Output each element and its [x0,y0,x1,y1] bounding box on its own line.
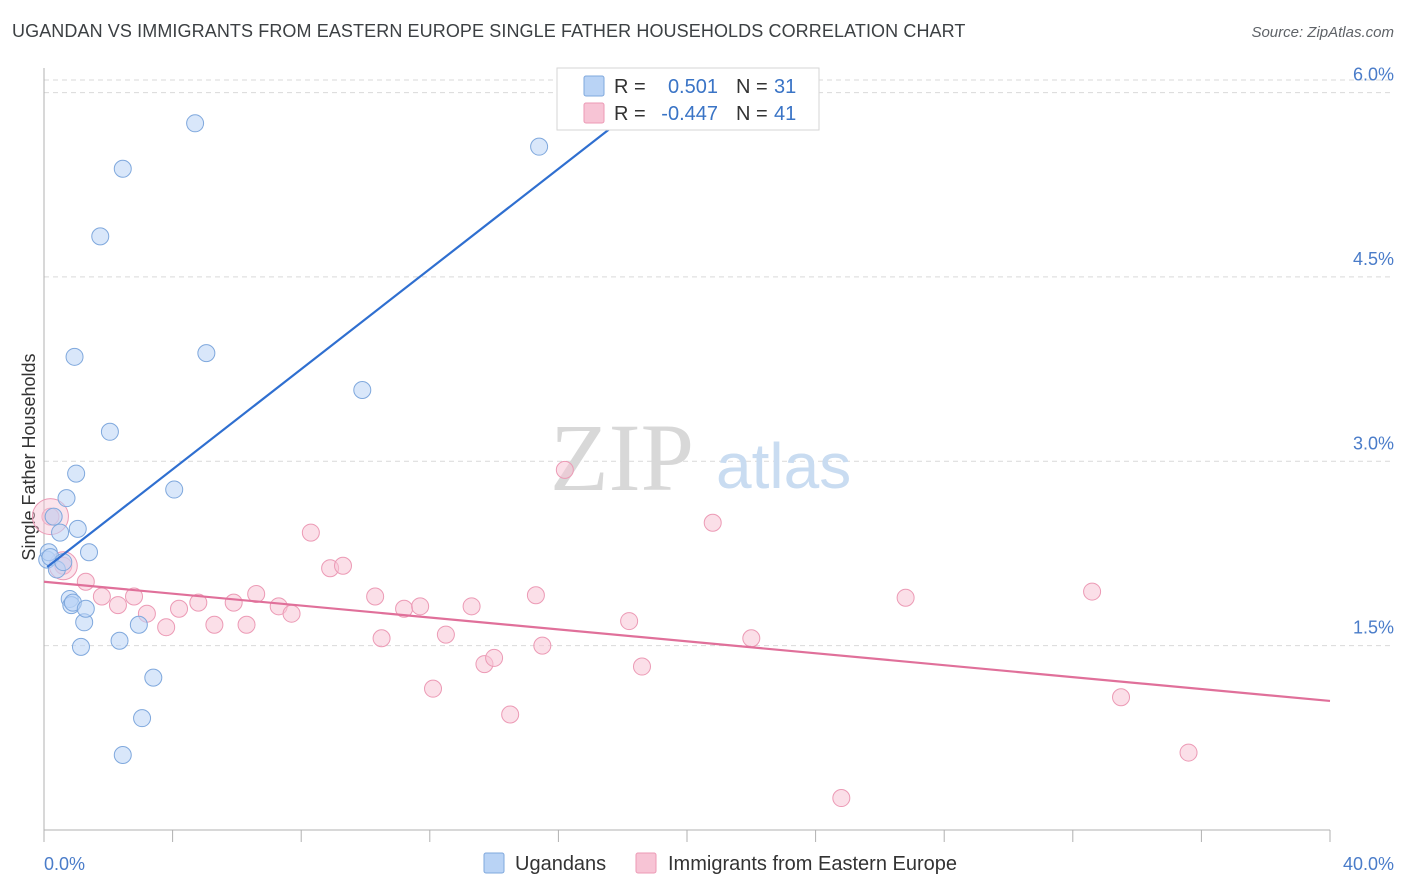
legend-swatch-immigrants [583,102,605,124]
ugandans-point-17 [80,543,99,562]
bottom-legend-label-immigrants: Immigrants from Eastern Europe [668,853,957,875]
ugandans-point-26 [165,480,184,499]
immigrants-point-13 [247,585,266,604]
immigrants-point-7 [157,618,176,637]
legend-swatch-ugandans [583,75,605,97]
immigrants-point-16 [301,523,320,542]
ugandans-point-25 [144,668,163,687]
bottom-legend-swatch-immigrants [635,852,657,874]
immigrants-point-35 [742,629,761,648]
immigrants-point-2 [76,572,95,591]
legend-n-label-immigrants: N = [736,103,768,125]
bottom-legend-swatch-ugandans [483,852,505,874]
immigrants-point-39 [1112,688,1131,707]
immigrants-point-40 [1179,743,1198,762]
gridlines [44,79,1394,647]
y-axis-title: Single Father Households [19,353,39,560]
legend-r-value-ugandans: 0.501 [668,76,718,98]
immigrants-point-37 [896,588,915,607]
immigrants-point-25 [462,597,481,616]
immigrants-point-32 [620,612,639,631]
immigrants-point-15 [282,604,301,623]
ugandans-point-6 [54,553,73,572]
ugandans-point-3 [44,507,63,526]
immigrants-point-4 [108,596,127,615]
bottom-legend-label-ugandans: Ugandans [515,853,606,875]
y-tick-label-1: 3.0% [1353,433,1394,453]
trend-line-ugandans [46,97,650,568]
ugandans-point-20 [110,631,129,650]
legend-n-value-ugandans: 31 [774,76,796,98]
ugandans-point-22 [113,746,132,765]
ugandans-point-11 [65,347,84,366]
ugandans-point-16 [76,599,95,618]
immigrants-point-31 [555,460,574,479]
x-tick-label-max: 40.0% [1343,854,1394,874]
legend-box: R = 0.501 N = 31 R = -0.447 N = 41 [556,67,820,131]
watermark-atlas: atlas [716,430,851,502]
immigrants-point-24 [436,625,455,644]
y-tick-label-0: 1.5% [1353,618,1394,638]
bottom-legend: Ugandans Immigrants from Eastern Europe [483,852,957,875]
immigrants-point-33 [632,657,651,676]
immigrants-point-5 [125,587,144,606]
immigrants-point-20 [372,629,391,648]
immigrants-point-22 [411,597,430,616]
immigrants-point-23 [424,679,443,698]
ugandans-point-12 [67,464,86,483]
legend-n-value-immigrants: 41 [774,103,796,125]
immigrants-point-34 [703,513,722,532]
y-tick-labels: 1.5% 3.0% 4.5% 6.0% [1353,65,1394,638]
immigrants-point-8 [170,599,189,618]
y-tick-label-2: 4.5% [1353,249,1394,269]
immigrants-point-12 [237,615,256,634]
legend-r-value-immigrants: -0.447 [661,103,718,125]
legend-r-label-immigrants: R = [614,103,646,125]
ugandans-point-24 [133,709,152,728]
ugandans-point-19 [100,422,119,441]
immigrants-point-38 [1083,582,1102,601]
ugandans-point-7 [57,489,76,508]
ugandans-point-27 [186,114,205,133]
immigrants-point-28 [501,705,520,724]
legend-n-label-ugandans: N = [736,76,768,98]
watermark-zip: ZIP [550,404,694,511]
ugandans-point-14 [71,637,90,656]
immigrants-point-27 [485,648,504,667]
ugandans-point-30 [530,137,549,156]
ugandans-point-28 [197,344,216,363]
y-tick-label-3: 6.0% [1353,65,1394,85]
chart-source: Source: ZipAtlas.com [1251,24,1394,41]
ugandans-point-29 [353,381,372,400]
ugandans-point-13 [68,519,87,538]
immigrants-point-9 [189,593,208,612]
immigrants-point-36 [832,789,851,808]
ugandans-point-5 [51,523,70,542]
chart-title: UGANDAN VS IMMIGRANTS FROM EASTERN EUROP… [12,21,966,41]
x-tick-label-min: 0.0% [44,854,85,874]
ugandans-point-21 [113,159,132,178]
x-ticks [43,830,1331,842]
ugandans-point-23 [129,615,148,634]
immigrants-point-10 [205,615,224,634]
immigrants-point-3 [92,587,111,606]
legend-r-label-ugandans: R = [614,76,646,98]
immigrants-point-18 [333,556,352,575]
trend-line-immigrants-eastern-europe [43,580,1331,703]
immigrants-point-19 [366,587,385,606]
immigrants-point-11 [224,593,243,612]
series-ugandans [38,114,549,765]
immigrants-point-30 [533,636,552,655]
immigrants-point-29 [526,586,545,605]
watermark: ZIP atlas [550,404,851,511]
ugandans-point-18 [91,227,110,246]
